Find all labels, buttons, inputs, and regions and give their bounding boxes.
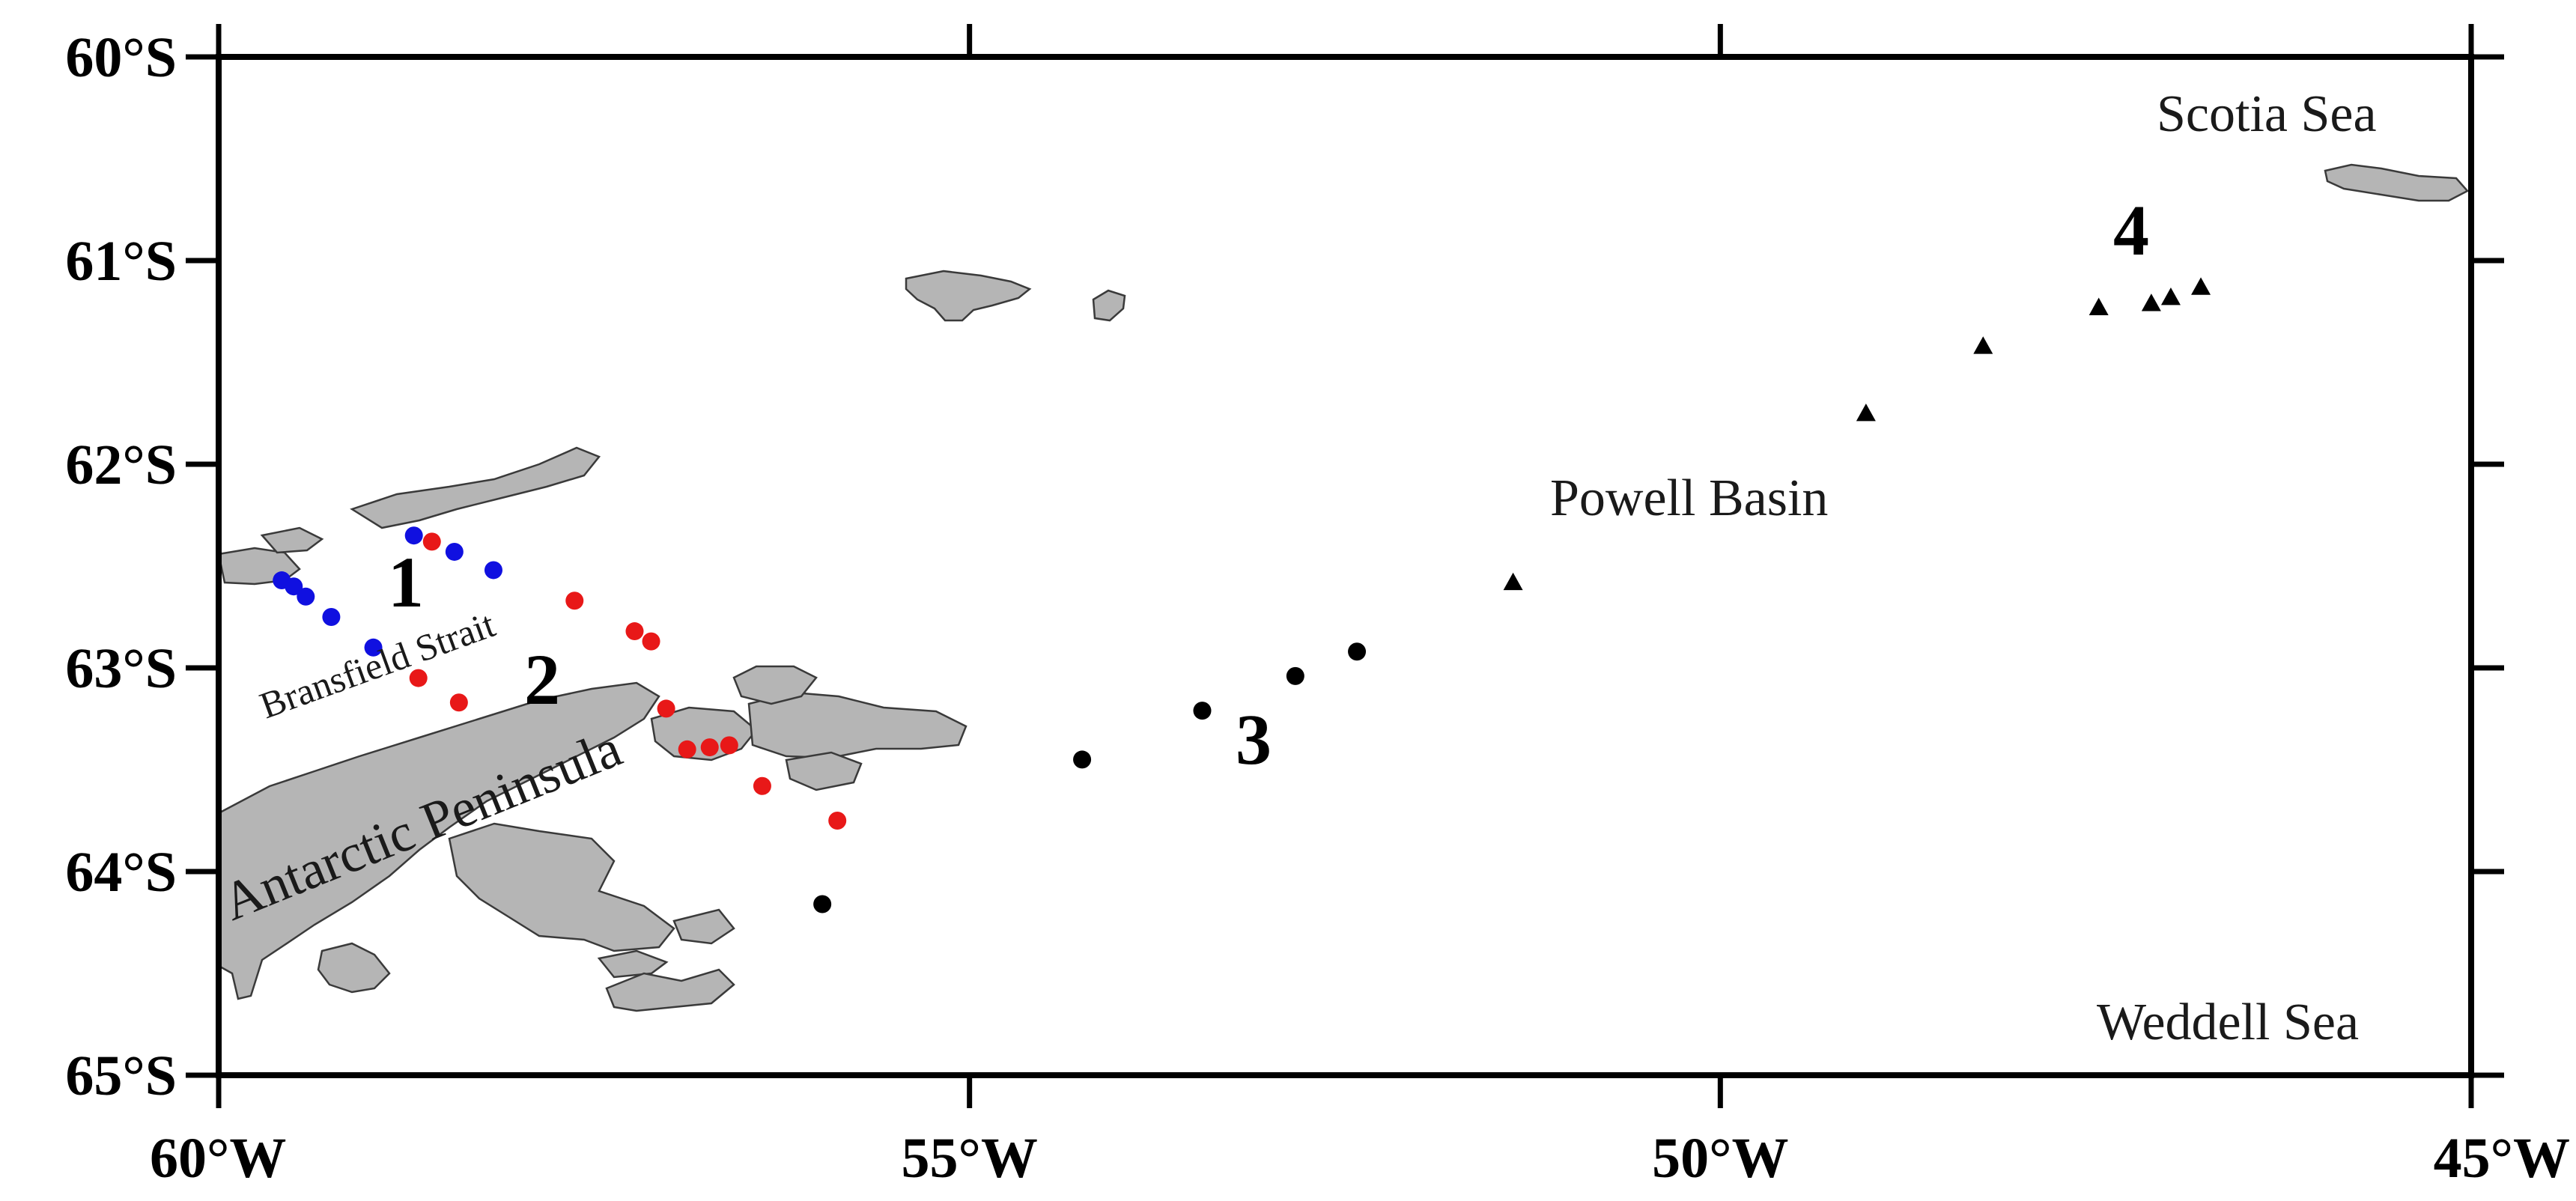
snow-hill-island: [597, 949, 669, 979]
map-frame: [216, 54, 2474, 1078]
y-tick-label: 61°S: [65, 230, 177, 293]
james-ross-island: [448, 822, 675, 952]
station-dot-section-2: [700, 738, 719, 757]
seymour-island: [672, 908, 735, 945]
station-dot-section-2: [678, 740, 696, 758]
x-axis-labels: 60°W 55°W 50°W 45°W: [150, 1127, 2570, 1190]
x-tick-label: 45°W: [2434, 1127, 2570, 1190]
station-dot-section-3: [1286, 666, 1304, 685]
section-1-label: 1: [388, 542, 424, 622]
section-2-label: 2: [524, 639, 560, 720]
station-dot-section-2: [657, 699, 675, 718]
station-dot-section-1: [445, 542, 464, 561]
station-triangle-section-4: [1856, 404, 1876, 422]
station-dot-section-2: [409, 669, 428, 687]
section-4-label: 4: [2113, 190, 2149, 270]
antarctic-peninsula-landmass: [217, 681, 660, 1000]
station-triangle-section-4: [2089, 297, 2109, 315]
section-3-label: 3: [1236, 699, 1272, 779]
y-axis-labels: 60°S 61°S 62°S 63°S 64°S 65°S: [65, 26, 177, 1107]
station-dot-section-2: [642, 632, 660, 651]
y-tick-label: 65°S: [65, 1045, 177, 1107]
station-triangle-section-4: [1503, 572, 1523, 591]
dundee-island: [732, 665, 818, 705]
station-dot-section-3: [1073, 750, 1092, 769]
land-masses: [217, 163, 2469, 1012]
station-dot-section-3: [1348, 642, 1367, 661]
station-dot-section-1: [364, 638, 383, 657]
y-tick-label: 62°S: [65, 434, 177, 496]
station-dot-section-2: [422, 532, 441, 551]
weddell-sea-label: Weddell Sea: [2097, 994, 2359, 1051]
station-dot-section-1: [404, 526, 423, 545]
station-dot-section-1: [285, 577, 303, 596]
station-dot-section-2: [565, 592, 584, 610]
station-dot-section-2: [720, 736, 738, 755]
joinville-island: [747, 691, 967, 759]
station-dot-section-1: [297, 587, 315, 606]
y-tick-label: 64°S: [65, 841, 177, 904]
station-dot-section-2: [625, 622, 644, 641]
x-tick-label: 55°W: [901, 1127, 1037, 1190]
station-dot-section-2: [449, 693, 468, 712]
station-dot-section-2: [828, 812, 847, 830]
elephant-island: [905, 270, 1032, 322]
y-tick-label: 60°S: [65, 26, 177, 89]
south-orkney-islands: [2324, 163, 2469, 202]
stations-layer: [273, 277, 2211, 913]
station-triangle-section-4: [1973, 336, 1993, 354]
eastern-island: [605, 968, 735, 1012]
station-triangle-section-4: [2191, 277, 2211, 295]
greenwich-island: [260, 526, 324, 554]
station-dot-section-2: [753, 776, 771, 795]
scotia-sea-label: Scotia Sea: [2157, 85, 2377, 143]
station-triangle-section-4: [2160, 287, 2181, 305]
d-urville-island: [785, 751, 863, 791]
station-dot-section-1: [322, 608, 341, 626]
peninsula-southern-tail: [317, 942, 391, 994]
ticks-layer: [186, 24, 2504, 1108]
station-dot-section-3: [1193, 702, 1212, 720]
station-triangle-section-4: [2141, 294, 2161, 311]
station-dot-section-1: [484, 561, 502, 580]
x-tick-label: 50°W: [1652, 1127, 1788, 1190]
king-george-island: [350, 446, 601, 529]
x-tick-label: 60°W: [150, 1127, 286, 1190]
y-tick-label: 63°S: [65, 637, 177, 700]
powell-basin-label: Powell Basin: [1550, 469, 1828, 527]
clarence-island: [1092, 289, 1126, 322]
station-dot-section-3: [813, 895, 832, 913]
